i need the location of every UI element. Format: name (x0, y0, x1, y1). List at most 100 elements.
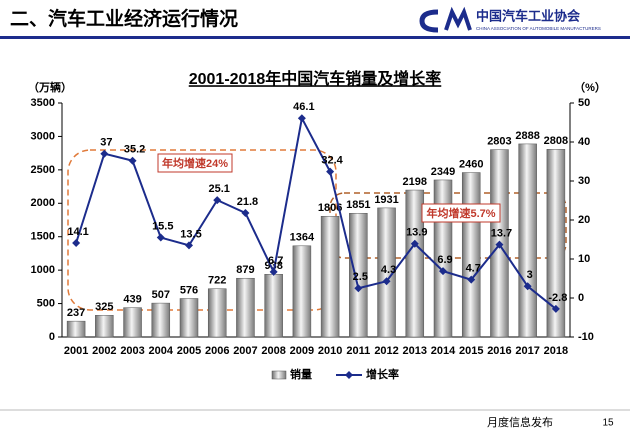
logo (419, 6, 472, 33)
y2-tick-label: 10 (578, 253, 590, 265)
line-value-label: 37 (100, 137, 112, 149)
bar (292, 245, 312, 338)
annotation-box (421, 203, 501, 223)
line-value-label: 13.9 (406, 227, 427, 239)
line-value-label: 13.7 (491, 227, 512, 239)
line-value-label: 35.2 (124, 144, 145, 156)
y2-tick-label: 20 (578, 214, 590, 226)
x-tick-label: 2002 (92, 345, 116, 357)
bar-value-label: 237 (67, 307, 85, 319)
bar (123, 307, 142, 338)
y2-tick-label: 30 (578, 175, 590, 187)
line-marker (551, 304, 560, 313)
y-tick-label: 3000 (31, 130, 55, 142)
legend-swatch (271, 370, 287, 380)
line-value-label: 2.5 (353, 271, 368, 283)
bar (95, 315, 114, 338)
line-marker (467, 275, 476, 284)
x-tick-label: 2005 (177, 345, 201, 357)
line-value-label: 21.8 (237, 196, 258, 208)
x-tick-label: 2008 (261, 345, 285, 357)
legend-label: 销量 (290, 367, 312, 381)
bar-value-label: 1931 (374, 194, 398, 206)
bar (207, 288, 227, 338)
x-tick-label: 2004 (149, 345, 174, 357)
line-value-label: 4.3 (381, 264, 396, 276)
bar (461, 172, 481, 338)
bar (151, 302, 171, 338)
page-number: 15 (602, 418, 614, 429)
y-tick-label: 500 (37, 297, 55, 309)
y-tick-label: 1000 (31, 264, 55, 276)
x-tick-label: 2013 (403, 345, 427, 357)
bar-value-label: 1851 (346, 199, 370, 211)
bar-value-label: 576 (180, 284, 198, 296)
bar (349, 212, 368, 338)
x-tick-label: 2003 (120, 345, 144, 357)
logo-name: 中国汽车工业协会 (476, 8, 581, 23)
bar-value-label: 2803 (487, 136, 511, 148)
line-marker (326, 167, 335, 176)
line-marker (185, 241, 193, 250)
line-value-label: 4.7 (466, 263, 481, 275)
line-marker (382, 277, 391, 286)
line-marker (100, 149, 109, 158)
bar-value-label: 2888 (515, 130, 539, 142)
y2-axis-label: （%） (574, 81, 606, 94)
line-value-label: -2.8 (548, 292, 567, 304)
y2-tick-label: -10 (578, 331, 594, 343)
x-tick-label: 2007 (233, 345, 257, 357)
line-marker (213, 196, 222, 205)
y-tick-label: 3500 (31, 97, 55, 109)
line-value-label: 6.9 (437, 254, 452, 266)
annotation: 年均增速24% (162, 156, 228, 170)
line-marker (410, 239, 419, 248)
x-tick-label: 2001 (64, 345, 88, 357)
line-value-label: 13.5 (180, 228, 201, 240)
y-tick-label: 2000 (31, 197, 55, 209)
bar-value-label: 325 (95, 301, 113, 313)
bar-value-label: 1806 (318, 202, 342, 214)
x-tick-label: 2011 (346, 345, 370, 357)
line-value-label: 3 (527, 269, 533, 281)
y-tick-label: 2500 (31, 164, 55, 176)
bar (377, 207, 396, 338)
line-series (75, 115, 557, 310)
x-tick-label: 2012 (374, 345, 398, 357)
line-value-label: 46.1 (293, 101, 314, 113)
line-value-label: 14.1 (67, 226, 88, 238)
line-value-label: 32.4 (321, 155, 343, 167)
legend-swatch (345, 371, 353, 379)
y-axis-label: （万辆） (28, 80, 72, 94)
x-tick-label: 2016 (487, 345, 511, 357)
period-outline (67, 149, 337, 311)
line-marker (495, 240, 504, 249)
bar (405, 189, 425, 338)
line-value-label: 25.1 (209, 183, 230, 195)
bar-value-label: 2349 (431, 166, 455, 178)
line-marker (72, 239, 81, 248)
x-tick-label: 2018 (544, 345, 568, 357)
bar-value-label: 2198 (403, 176, 427, 188)
line-marker (241, 208, 250, 217)
y-tick-label: 1500 (31, 231, 55, 243)
line-marker (523, 282, 532, 291)
x-tick-label: 2017 (515, 345, 539, 357)
line-value-label: 6.7 (268, 255, 283, 267)
annotation-box (157, 153, 233, 173)
bar-value-label: 2808 (544, 135, 568, 147)
bar-value-label: 879 (236, 264, 254, 276)
chart-title: 2001-2018年中国汽车销量及增长率 (189, 69, 442, 88)
bar-value-label: 1364 (290, 232, 315, 244)
bar (320, 216, 340, 338)
header-title: 二、汽车工业经济运行情况 (10, 7, 238, 30)
line-marker (297, 114, 306, 123)
bar-value-label: 439 (123, 294, 141, 306)
bar (264, 274, 283, 338)
legend-label: 增长率 (366, 367, 399, 381)
header-rule (0, 36, 630, 39)
bar-value-label: 507 (152, 289, 170, 301)
x-tick-label: 2014 (431, 345, 456, 357)
bar-value-label: 2460 (459, 158, 483, 170)
